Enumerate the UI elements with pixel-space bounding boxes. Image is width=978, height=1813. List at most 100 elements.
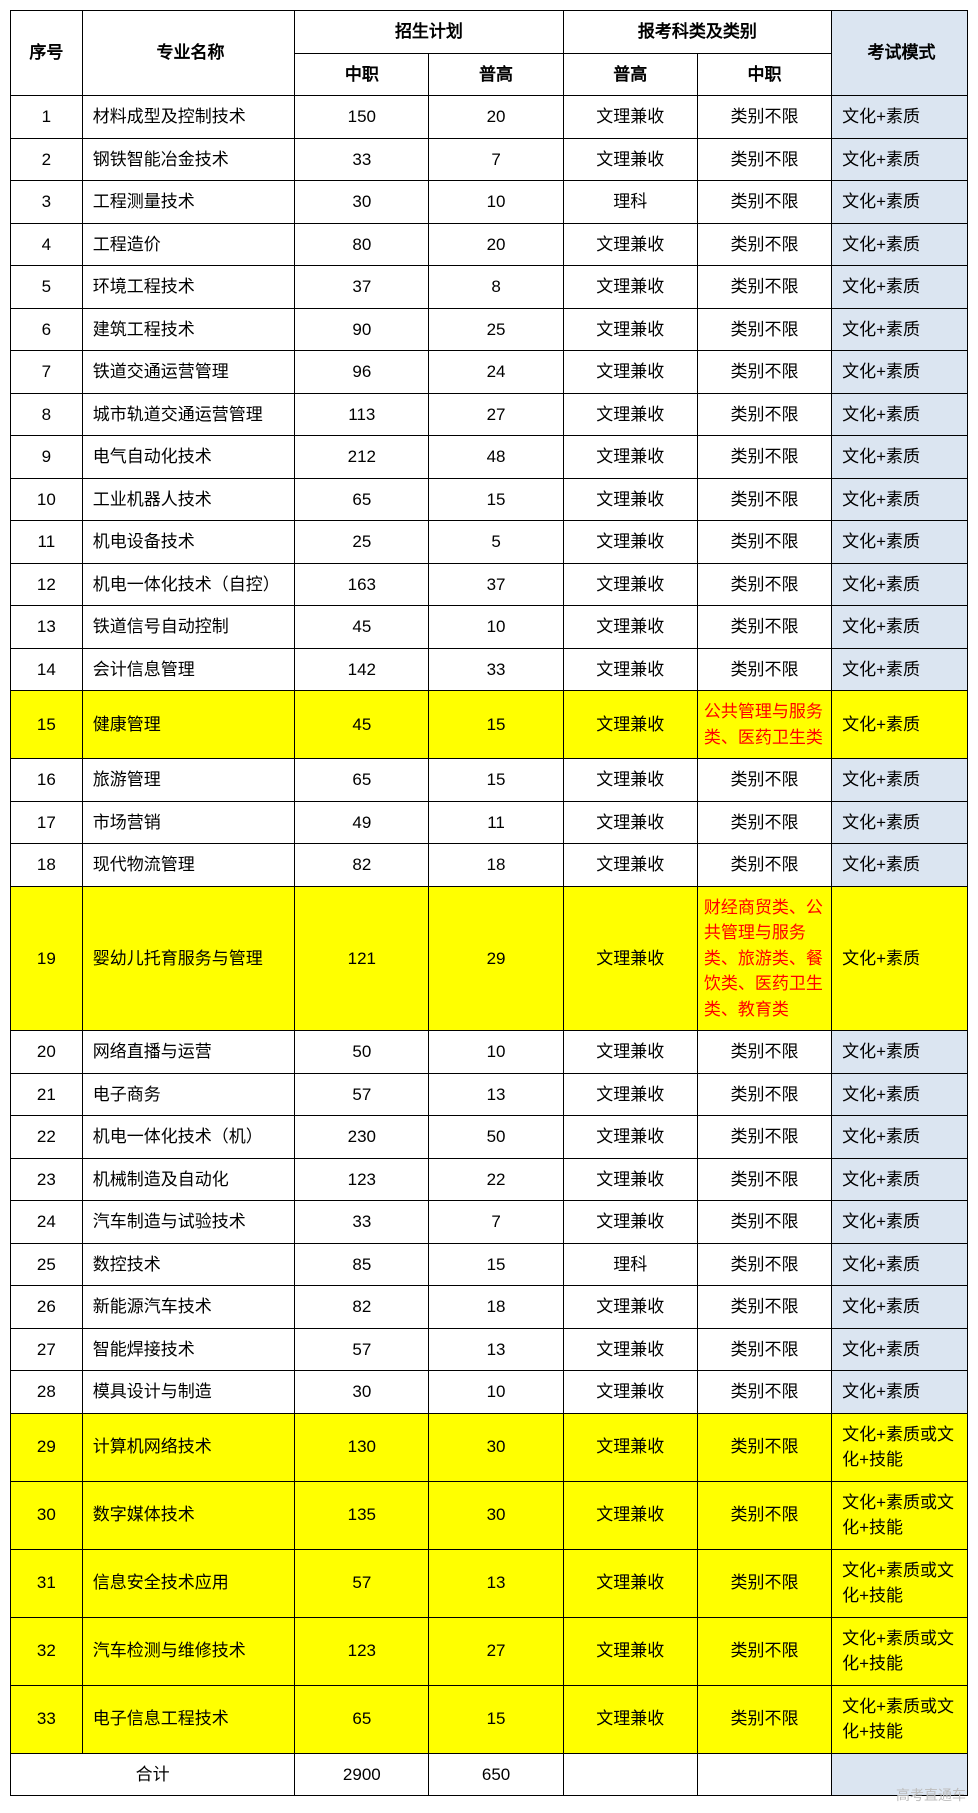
table-row: 25数控技术8515理科类别不限文化+素质 [11,1243,968,1286]
cell-sub-zz: 类别不限 [697,1116,831,1159]
cell-plan-pg: 30 [429,1413,563,1481]
cell-sub-pg: 文理兼收 [563,844,697,887]
cell-sub-pg: 文理兼收 [563,1116,697,1159]
cell-sub-zz: 类别不限 [697,1201,831,1244]
cell-mode: 文化+素质 [832,521,968,564]
cell-sub-pg: 文理兼收 [563,96,697,139]
cell-seq: 12 [11,563,83,606]
cell-plan-pg: 5 [429,521,563,564]
header-mode: 考试模式 [832,11,968,96]
cell-name: 工程造价 [82,223,294,266]
cell-seq: 15 [11,691,83,759]
cell-plan-pg: 18 [429,844,563,887]
cell-sub-pg: 文理兼收 [563,801,697,844]
cell-name: 数字媒体技术 [82,1481,294,1549]
cell-mode: 文化+素质 [832,1201,968,1244]
cell-seq: 11 [11,521,83,564]
cell-sub-pg: 文理兼收 [563,351,697,394]
table-row: 2钢铁智能冶金技术337文理兼收类别不限文化+素质 [11,138,968,181]
cell-plan-pg: 15 [429,691,563,759]
cell-sub-pg: 文理兼收 [563,138,697,181]
cell-plan-zz: 57 [295,1073,429,1116]
cell-mode: 文化+素质 [832,436,968,479]
cell-plan-pg: 15 [429,759,563,802]
cell-plan-zz: 135 [295,1481,429,1549]
cell-plan-zz: 45 [295,606,429,649]
cell-sub-pg: 文理兼收 [563,1617,697,1685]
cell-seq: 26 [11,1286,83,1329]
table-row: 18现代物流管理8218文理兼收类别不限文化+素质 [11,844,968,887]
cell-sub-pg: 文理兼收 [563,886,697,1031]
cell-plan-zz: 45 [295,691,429,759]
cell-plan-zz: 82 [295,844,429,887]
cell-seq: 31 [11,1549,83,1617]
footer-empty-3 [832,1753,968,1796]
cell-mode: 文化+素质 [832,1286,968,1329]
cell-plan-pg: 15 [429,478,563,521]
cell-seq: 20 [11,1031,83,1074]
cell-plan-zz: 25 [295,521,429,564]
cell-plan-pg: 27 [429,393,563,436]
cell-mode: 文化+素质或文化+技能 [832,1549,968,1617]
cell-name: 市场营销 [82,801,294,844]
table-row: 3工程测量技术3010理科类别不限文化+素质 [11,181,968,224]
cell-mode: 文化+素质或文化+技能 [832,1413,968,1481]
cell-sub-pg: 文理兼收 [563,1685,697,1753]
cell-sub-pg: 文理兼收 [563,393,697,436]
cell-plan-zz: 230 [295,1116,429,1159]
cell-plan-pg: 13 [429,1073,563,1116]
cell-plan-zz: 65 [295,478,429,521]
cell-mode: 文化+素质 [832,393,968,436]
cell-plan-zz: 212 [295,436,429,479]
cell-sub-zz: 类别不限 [697,96,831,139]
cell-mode: 文化+素质 [832,1371,968,1414]
cell-seq: 29 [11,1413,83,1481]
cell-sub-zz: 类别不限 [697,1549,831,1617]
cell-seq: 9 [11,436,83,479]
table-row: 30数字媒体技术13530文理兼收类别不限文化+素质或文化+技能 [11,1481,968,1549]
cell-name: 环境工程技术 [82,266,294,309]
table-body: 1材料成型及控制技术15020文理兼收类别不限文化+素质2钢铁智能冶金技术337… [11,96,968,1754]
cell-plan-zz: 49 [295,801,429,844]
header-seq: 序号 [11,11,83,96]
cell-name: 信息安全技术应用 [82,1549,294,1617]
cell-sub-zz: 类别不限 [697,308,831,351]
cell-mode: 文化+素质 [832,1116,968,1159]
cell-sub-pg: 文理兼收 [563,1158,697,1201]
cell-plan-zz: 163 [295,563,429,606]
cell-plan-zz: 65 [295,1685,429,1753]
cell-name: 汽车检测与维修技术 [82,1617,294,1685]
cell-name: 建筑工程技术 [82,308,294,351]
cell-mode: 文化+素质 [832,351,968,394]
cell-sub-zz: 类别不限 [697,1413,831,1481]
cell-plan-zz: 37 [295,266,429,309]
cell-plan-zz: 33 [295,1201,429,1244]
header-plan-pg: 普高 [429,53,563,96]
cell-sub-zz: 类别不限 [697,1073,831,1116]
cell-plan-zz: 142 [295,648,429,691]
cell-sub-pg: 文理兼收 [563,1286,697,1329]
cell-seq: 17 [11,801,83,844]
cell-plan-pg: 33 [429,648,563,691]
table-row: 17市场营销4911文理兼收类别不限文化+素质 [11,801,968,844]
cell-sub-pg: 文理兼收 [563,759,697,802]
cell-sub-pg: 文理兼收 [563,1328,697,1371]
cell-name: 机械制造及自动化 [82,1158,294,1201]
table-row: 32汽车检测与维修技术12327文理兼收类别不限文化+素质或文化+技能 [11,1617,968,1685]
header-plan-group: 招生计划 [295,11,563,54]
table-row: 5环境工程技术378文理兼收类别不限文化+素质 [11,266,968,309]
cell-name: 计算机网络技术 [82,1413,294,1481]
table-row: 28模具设计与制造3010文理兼收类别不限文化+素质 [11,1371,968,1414]
cell-seq: 6 [11,308,83,351]
cell-seq: 4 [11,223,83,266]
cell-plan-pg: 25 [429,308,563,351]
cell-seq: 10 [11,478,83,521]
cell-sub-zz: 类别不限 [697,844,831,887]
cell-plan-pg: 37 [429,563,563,606]
cell-name: 工业机器人技术 [82,478,294,521]
table-row: 11机电设备技术255文理兼收类别不限文化+素质 [11,521,968,564]
cell-sub-pg: 文理兼收 [563,223,697,266]
cell-sub-zz: 类别不限 [697,393,831,436]
cell-sub-zz: 类别不限 [697,648,831,691]
cell-mode: 文化+素质 [832,478,968,521]
